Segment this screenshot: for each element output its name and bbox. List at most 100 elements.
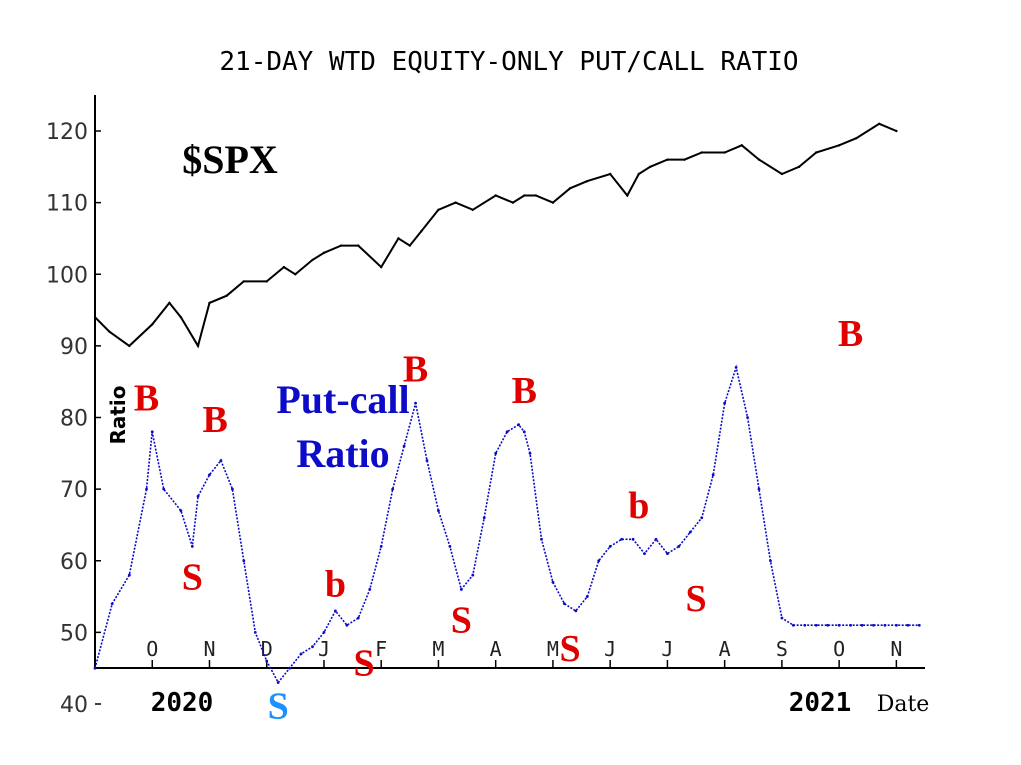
x-axis-label: Date [877,692,930,717]
pcr-point [391,487,395,491]
pcr-point [688,530,692,534]
pcr-point [551,580,555,584]
signal-label-0: B [134,377,159,419]
x-tick-label-13: N [890,637,902,661]
signal-label-1: S [182,556,203,598]
pcr-point [402,444,406,448]
pcr-point [145,487,148,491]
spx-point [740,144,744,147]
pcr-point [746,416,749,419]
y-axis-label: Ratio [106,385,130,444]
pcr-point [643,552,646,555]
spx-point [878,122,881,126]
x-tick-label-1: N [203,637,215,661]
pcr-point [700,516,704,520]
spx-point [311,258,314,262]
spx-point [534,194,537,197]
spx-point [294,273,297,276]
pcr-point [299,652,303,656]
spx-point [420,230,423,233]
signal-label-5: S [353,642,374,684]
x-tick-label-12: O [833,637,845,661]
signal-label-7: S [451,599,472,641]
spx-point [895,129,898,133]
pcr-point [356,616,360,620]
pcr-point [93,666,97,670]
pcr-point [654,537,658,541]
pcr-point [883,623,887,627]
spx-point [723,151,726,154]
pcr-point [826,623,830,627]
pcr-point [734,365,738,369]
x-tick-label-0: O [146,637,158,661]
spx-point [815,151,818,154]
series-group [93,122,921,684]
y-tick-label-80: 80 [60,407,88,432]
pcr-point [505,430,509,434]
spx-point [511,201,515,204]
spx-point [637,172,640,176]
spx-point [454,201,457,204]
pcr-point [666,552,669,555]
spx-point [437,208,440,211]
y-tick-label-60: 60 [60,550,88,575]
pcr-point [437,509,440,513]
y-tick-label-70: 70 [60,478,88,503]
pcr-point [837,623,841,627]
pcr-point [562,602,566,606]
pcr-point [677,545,681,548]
pcr-point [620,537,624,541]
spx-point [282,265,286,269]
pcr-point [471,573,475,577]
spx-point [608,172,612,176]
signal-label-4: b [325,564,346,606]
x-tick-label-9: J [661,637,673,661]
signal-label-9: S [560,628,581,670]
pcr-point [276,681,280,684]
pcr-point [585,595,589,598]
spx-point [357,244,360,247]
y-tick-label-40: 40 [60,693,88,718]
signal-label-2: B [203,399,228,441]
pcr-point [162,487,166,491]
pcr-point [494,451,498,455]
spx-point [151,323,154,326]
pcr-point [711,473,715,477]
pcr-point [906,623,910,627]
pcr-point [528,451,532,455]
spx-point [683,158,686,161]
y-tick-label-90: 90 [60,335,88,360]
pcr-point [597,559,601,563]
signal-label-8: B [512,370,537,412]
pcr-point [334,609,337,613]
pcr-point [265,659,269,663]
pcr-point [482,516,486,520]
x-tick-label-6: A [490,637,502,661]
spx-point [196,344,200,348]
spx-point [380,265,383,269]
spx-point [855,136,858,140]
pcr-point [311,645,314,649]
pcr-point [230,487,234,491]
spx-point [168,301,171,305]
spx-point [626,194,629,197]
spx-point [408,244,412,247]
spx-point [523,194,526,197]
pcr-point [322,630,326,634]
spx-point [265,280,268,283]
signal-label-3: S [268,685,289,727]
x-tick-label-3: J [318,637,330,661]
pcr-point [780,616,784,620]
signal-label-6: B [403,349,428,391]
spx-point [242,280,246,283]
signal-label-12: B [838,313,863,355]
spx-point [797,165,801,169]
spx-point [666,158,669,161]
pcr-point [872,623,875,627]
pcr-point [179,509,183,513]
pcr-point [253,630,257,634]
spx-point [93,316,97,319]
pcr-point [242,559,246,563]
